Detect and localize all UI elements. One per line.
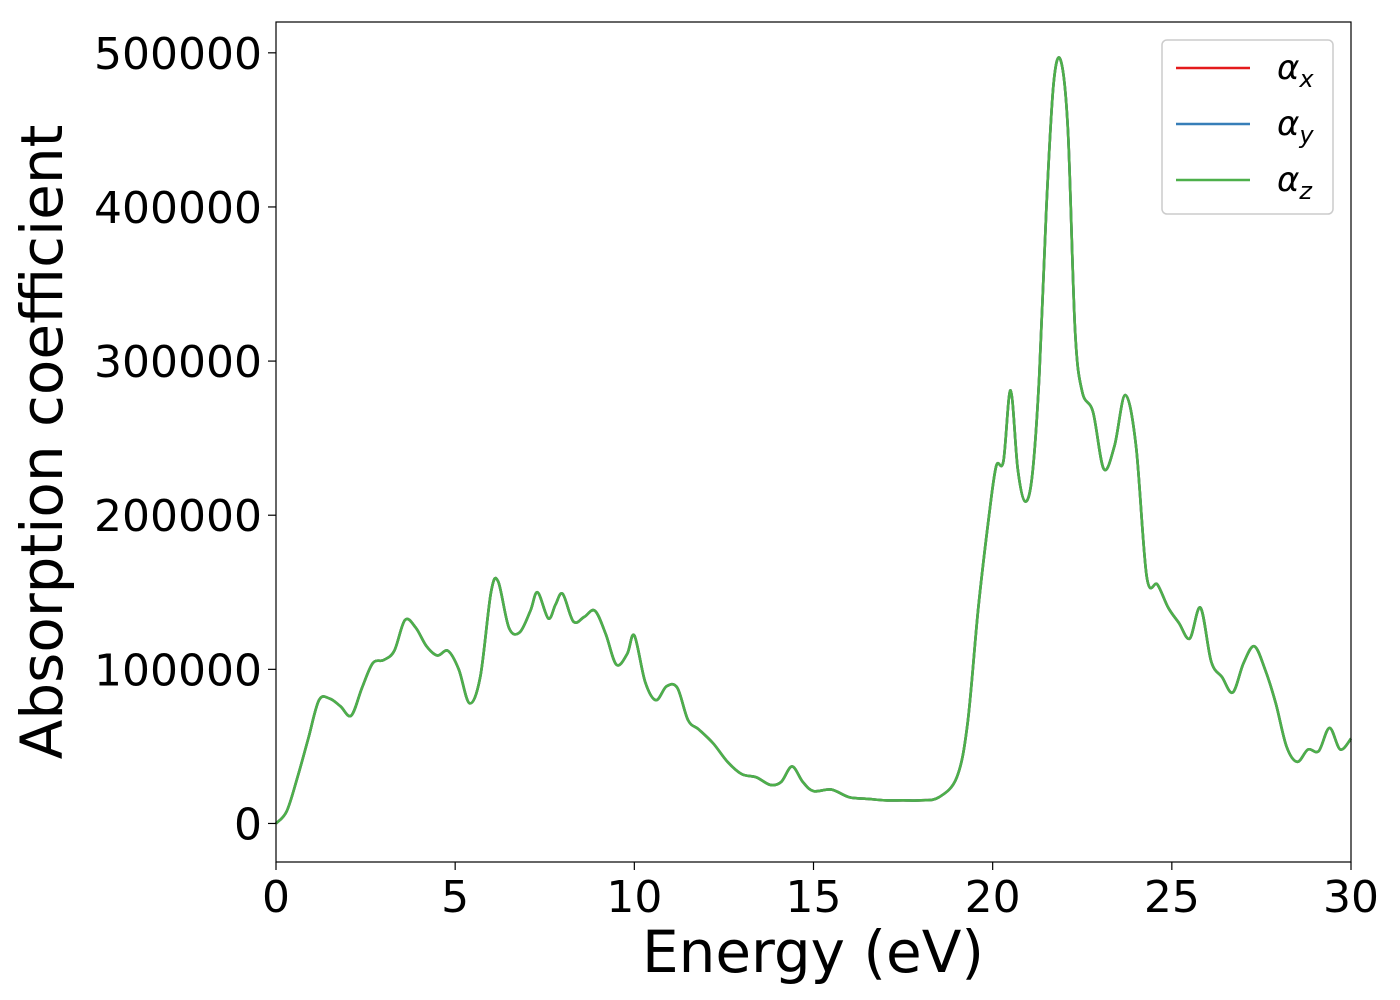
x-tick-label: 15: [786, 872, 842, 923]
y-tick-label: 500000: [94, 29, 262, 80]
series-line-z: [275, 56, 1353, 825]
y-tick-label: 400000: [94, 183, 262, 234]
y-axis-title: Absorption coefficient: [8, 125, 76, 760]
legend: αx αy αz: [1161, 39, 1334, 215]
y-tick-label: 200000: [94, 491, 262, 542]
x-tick-label: 5: [441, 872, 469, 923]
x-tick-label: 25: [1144, 872, 1200, 923]
series-layer: [275, 56, 1353, 825]
legend-label-y: αy: [1277, 104, 1314, 149]
x-tick-label: 0: [262, 872, 290, 923]
y-tick-label: 0: [234, 799, 262, 850]
x-axis-title: Energy (eV): [642, 918, 984, 986]
x-tick-label: 20: [965, 872, 1021, 923]
x-tick-label: 10: [606, 872, 662, 923]
legend-label-z: αz: [1277, 160, 1313, 205]
y-axis-ticks: 0 100000 200000 300000 400000 500000: [94, 29, 276, 850]
y-tick-label: 300000: [94, 337, 262, 388]
legend-box: [1161, 39, 1334, 215]
x-axis-ticks: 0 5 10 15 20 25 30: [262, 862, 1379, 923]
x-tick-label: 30: [1323, 872, 1379, 923]
y-tick-label: 100000: [94, 645, 262, 696]
legend-label-x: αx: [1277, 48, 1314, 93]
